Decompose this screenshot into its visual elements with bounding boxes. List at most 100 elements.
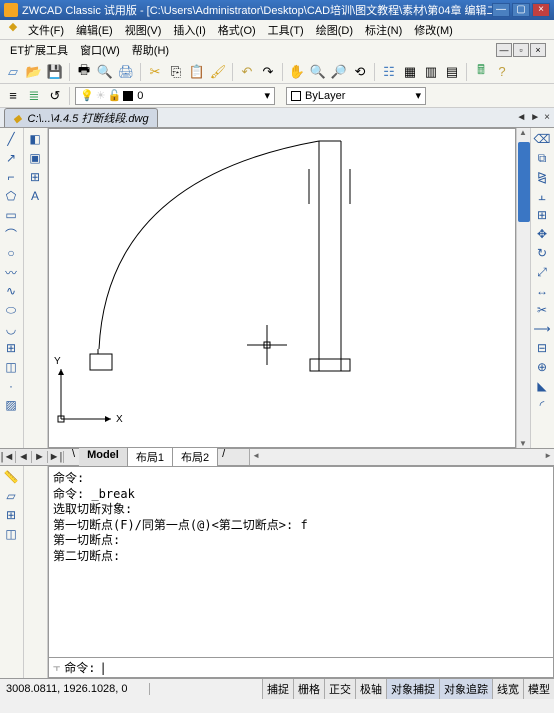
- open-icon[interactable]: 📂: [25, 63, 43, 81]
- status-lw[interactable]: 线宽: [492, 679, 523, 699]
- extend-icon[interactable]: ⟶: [533, 320, 551, 338]
- props-icon[interactable]: ☷: [380, 63, 398, 81]
- status-ortho[interactable]: 正交: [324, 679, 355, 699]
- vertical-scrollbar[interactable]: [516, 128, 530, 448]
- chamfer-icon[interactable]: ◣: [533, 377, 551, 395]
- minimize-button[interactable]: —: [492, 3, 510, 17]
- ellipse-icon[interactable]: ⬭: [2, 301, 20, 319]
- drawing-canvas[interactable]: X Y: [48, 128, 516, 448]
- menu-tools[interactable]: 工具(T): [262, 20, 310, 39]
- array-icon[interactable]: ⊞: [533, 206, 551, 224]
- layer-state-icon[interactable]: ≣: [25, 87, 43, 105]
- tab-first-icon[interactable]: |◄: [0, 451, 16, 463]
- match-icon[interactable]: 🖌: [209, 63, 227, 81]
- doc-close-button[interactable]: ×: [530, 43, 546, 57]
- make-block-icon[interactable]: ◫: [2, 358, 20, 376]
- rectangle-icon[interactable]: ▭: [2, 206, 20, 224]
- arc-icon[interactable]: ⌒: [2, 225, 20, 243]
- layer-prev-icon[interactable]: ↺: [46, 87, 64, 105]
- doc-minimize-button[interactable]: —: [496, 43, 512, 57]
- new-icon[interactable]: ▱: [4, 63, 22, 81]
- ellipse-arc-icon[interactable]: ◡: [2, 320, 20, 338]
- status-osnap[interactable]: 对象捕捉: [386, 679, 439, 699]
- dist-icon[interactable]: 📏: [2, 468, 20, 486]
- horizontal-scrollbar[interactable]: [249, 449, 554, 465]
- circle-icon[interactable]: ○: [2, 244, 20, 262]
- maximize-button[interactable]: ▢: [512, 3, 530, 17]
- layer-combo[interactable]: 💡 ☀ 🔓 0 ▾: [75, 87, 275, 105]
- menu-file[interactable]: 文件(F): [22, 20, 70, 39]
- stretch-icon[interactable]: ↔: [533, 282, 551, 300]
- status-grid[interactable]: 栅格: [293, 679, 324, 699]
- menu-format[interactable]: 格式(O): [212, 20, 262, 39]
- menu-insert[interactable]: 插入(I): [167, 20, 211, 39]
- table-icon[interactable]: ⊞: [26, 168, 44, 186]
- list-icon[interactable]: ⊞: [2, 506, 20, 524]
- hatch-icon[interactable]: ▨: [2, 396, 20, 414]
- tab-layout1[interactable]: 布局1: [128, 448, 173, 466]
- menu-modify[interactable]: 修改(M): [408, 20, 459, 39]
- save-icon[interactable]: 💾: [46, 63, 64, 81]
- tab-last-icon[interactable]: ►|: [48, 451, 64, 463]
- redo-icon[interactable]: ↷: [259, 63, 277, 81]
- zoom-prev-icon[interactable]: ⟲: [351, 63, 369, 81]
- tab-scroll-left-icon[interactable]: ◄: [516, 112, 526, 123]
- fillet-icon[interactable]: ◜: [533, 396, 551, 414]
- calc-icon[interactable]: 🖩: [472, 63, 490, 81]
- copy-obj-icon[interactable]: ⧉: [533, 149, 551, 167]
- spline-icon[interactable]: ∿: [2, 282, 20, 300]
- tab-close-icon[interactable]: ×: [544, 112, 550, 123]
- insert-block-icon[interactable]: ⊞: [2, 339, 20, 357]
- status-snap[interactable]: 捕捉: [262, 679, 293, 699]
- menu-edit[interactable]: 编辑(E): [70, 20, 119, 39]
- zoom-win-icon[interactable]: 🔎: [330, 63, 348, 81]
- command-input[interactable]: ⫟ 命令: |: [48, 658, 554, 678]
- tab-layout2[interactable]: 布局2: [173, 448, 218, 466]
- pline-icon[interactable]: ⌐: [2, 168, 20, 186]
- status-polar[interactable]: 极轴: [355, 679, 386, 699]
- menu-window[interactable]: 窗口(W): [74, 40, 126, 60]
- polygon-icon[interactable]: ⬠: [2, 187, 20, 205]
- zoom-rt-icon[interactable]: 🔍: [309, 63, 327, 81]
- doc-restore-button[interactable]: ▫: [513, 43, 529, 57]
- help-icon[interactable]: ?: [493, 63, 511, 81]
- id-icon[interactable]: ◫: [2, 525, 20, 543]
- xline-icon[interactable]: ↗: [2, 149, 20, 167]
- menu-help[interactable]: 帮助(H): [126, 40, 175, 60]
- status-model[interactable]: 模型: [523, 679, 554, 699]
- mtext-icon[interactable]: A: [26, 187, 44, 205]
- rotate-icon[interactable]: ↻: [533, 244, 551, 262]
- layer-props-icon[interactable]: ≡: [4, 87, 22, 105]
- scale-icon[interactable]: ⤢: [533, 263, 551, 281]
- menu-draw[interactable]: 绘图(D): [310, 20, 359, 39]
- menu-view[interactable]: 视图(V): [119, 20, 168, 39]
- trim-icon[interactable]: ✂: [533, 301, 551, 319]
- mirror-icon[interactable]: ⧎: [533, 168, 551, 186]
- command-history[interactable]: 命令: 命令: _break 选取切断对象: 第一切断点(F)/同第一点(@)<…: [48, 466, 554, 658]
- status-otrack[interactable]: 对象追踪: [439, 679, 492, 699]
- undo-icon[interactable]: ↶: [238, 63, 256, 81]
- document-tab[interactable]: ◆ C:\...\4.4.5 打断线段.dwg: [4, 108, 158, 127]
- tab-prev-icon[interactable]: ◄: [16, 451, 32, 463]
- close-button[interactable]: ×: [532, 3, 550, 17]
- menu-label[interactable]: 标注(N): [359, 20, 408, 39]
- move-icon[interactable]: ✥: [533, 225, 551, 243]
- erase-icon[interactable]: ⌫: [533, 130, 551, 148]
- scrollbar-thumb[interactable]: [518, 142, 530, 222]
- copy-icon[interactable]: ⎘: [167, 63, 185, 81]
- tool-palette-icon[interactable]: ▥: [422, 63, 440, 81]
- tab-scroll-right-icon[interactable]: ►: [530, 112, 540, 123]
- gradient-icon[interactable]: ◧: [26, 130, 44, 148]
- area-icon[interactable]: ▱: [2, 487, 20, 505]
- revcloud-icon[interactable]: 〰: [2, 263, 20, 281]
- pan-icon[interactable]: ✋: [288, 63, 306, 81]
- region-icon[interactable]: ▣: [26, 149, 44, 167]
- print-icon[interactable]: 🖶: [75, 63, 93, 81]
- publish-icon[interactable]: 🖨: [117, 63, 135, 81]
- app-menu-icon[interactable]: ◆: [4, 20, 22, 39]
- menu-et-tools[interactable]: ET扩展工具: [4, 40, 74, 60]
- offset-icon[interactable]: ⫠: [533, 187, 551, 205]
- sheet-icon[interactable]: ▤: [443, 63, 461, 81]
- paste-icon[interactable]: 📋: [188, 63, 206, 81]
- tab-model[interactable]: Model: [79, 448, 128, 466]
